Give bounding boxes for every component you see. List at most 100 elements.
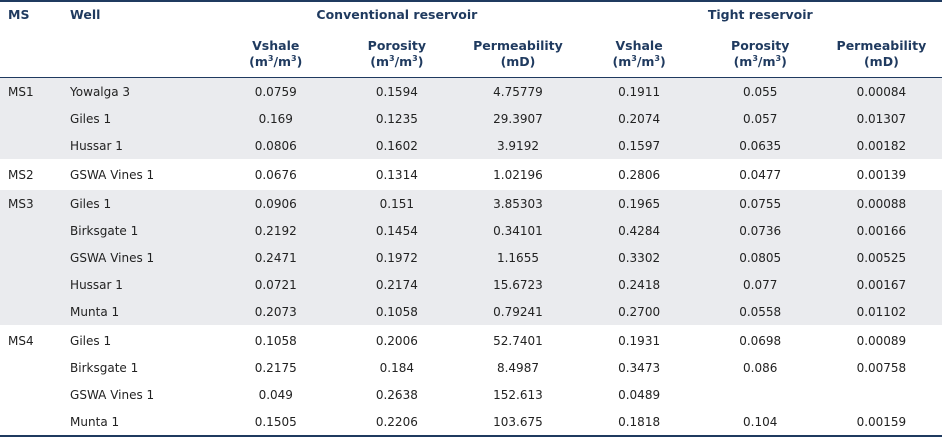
ms-cell [0,132,63,160]
header-permeability-label: Permeability [473,38,563,53]
conv-permeability-cell: 152.613 [493,387,543,402]
tight-vshale-cell: 0.4284 [578,217,700,244]
well-cell: GSWA Vines 1 [62,159,216,189]
tight-porosity-cell: 0.0755 [699,188,821,217]
tight-permeability-cell: 0.00139 [820,159,942,189]
conv-vshale-cell: 0.0906 [215,188,337,217]
tight-porosity-cell: 0.0805 [699,244,821,271]
conv-porosity-cell: 0.2006 [336,325,458,354]
well-cell: Giles 1 [62,188,216,217]
well-cell: GSWA Vines 1 [70,387,155,402]
table-header: MS Well Conventional reservoir Tight res… [0,0,942,78]
ms-cell: MS2 [0,159,63,189]
tight-permeability-cell: 0.00167 [820,271,942,298]
header-tight-porosity: Porosity (m3/m3) [699,31,821,78]
header-vshale-label: Vshale [615,38,663,53]
conv-vshale-cell: 0.2073 [215,298,337,326]
well-cell: Giles 1 [62,325,216,354]
tight-permeability-cell: 0.01102 [820,298,942,326]
tight-porosity-cell: 0.055 [699,77,821,105]
well-cell: Munta 1 [62,298,216,326]
conv-porosity-cell: 0.184 [379,360,415,375]
conv-porosity-cell: 0.151 [336,188,458,217]
tight-porosity-cell: 0.0558 [699,298,821,326]
tight-vshale-cell: 0.1911 [578,77,700,105]
conv-porosity-cell: 0.2638 [375,387,418,402]
conv-vshale-cell: 0.049 [258,387,293,402]
table-row: Giles 1 0.169 0.1235 29.3907 0.2074 0.057 0.01… [0,105,942,132]
table-row: Birksgate 1 0.2175 0.184 8.4987 0.3473 0.086 0… [0,354,942,381]
ms-cell [0,271,63,298]
group-ms2: MS2 GSWA Vines 1 0.0676 0.1314 1.02196 0.2806… [0,159,942,189]
conv-vshale-cell: 0.2175 [254,360,297,375]
tight-porosity-cell: 0.057 [699,105,821,132]
tight-vshale-cell: 0.2418 [578,271,700,298]
well-cell: Hussar 1 [62,132,216,160]
well-cell: Birksgate 1 [62,217,216,244]
conv-permeability-cell: 1.1655 [457,244,579,271]
table-row: Birksgate 1 0.2192 0.1454 0.34101 0.4284 0.07… [0,217,942,244]
table-row: MS4 Giles 1 0.1058 0.2006 52.7401 0.1931 0.069… [0,325,942,354]
conv-permeability-cell: 0.79241 [457,298,579,326]
ms-cell [0,217,63,244]
table-row: GSWA Vines 1 0.049 0.2638 152.613 0.0489 [0,381,942,408]
table-row: Munta 1 0.2073 0.1058 0.79241 0.2700 0.0558 0.… [0,298,942,326]
tight-porosity-cell: 0.104 [699,408,821,437]
header-well: Well [62,0,216,31]
header-conv-permeability: Permeability (mD) [457,31,579,78]
tight-vshale-cell: 0.3302 [578,244,700,271]
header-unit-md: (mD) [500,54,536,69]
group-ms4: MS4 Giles 1 0.1058 0.2006 52.7401 0.1931 0.069… [0,325,942,437]
conv-porosity-cell: 0.2174 [336,271,458,298]
tight-permeability-cell: 0.00525 [820,244,942,271]
conv-vshale-cell: 0.2471 [215,244,337,271]
header-conv-vshale: Vshale (m3/m3) [215,31,337,78]
well-cell: Giles 1 [62,105,216,132]
tight-vshale-cell: 0.0489 [618,387,661,402]
table-row: MS2 GSWA Vines 1 0.0676 0.1314 1.02196 0.2806… [0,159,942,189]
well-cell: Yowalga 3 [62,77,216,105]
ms-cell: MS3 [0,188,63,217]
conv-permeability-cell: 15.6723 [457,271,579,298]
conv-porosity-cell: 0.1454 [336,217,458,244]
tight-permeability-cell: 0.00758 [856,360,907,375]
ms-cell [0,408,63,437]
well-cell: GSWA Vines 1 [62,244,216,271]
conv-porosity-cell: 0.1594 [336,77,458,105]
table-row: GSWA Vines 1 0.2471 0.1972 1.1655 0.3302 0.08… [0,244,942,271]
tight-porosity-cell: 0.077 [699,271,821,298]
tight-porosity-cell: 0.0736 [699,217,821,244]
conv-vshale-cell: 0.0676 [215,159,337,189]
conv-vshale-cell: 0.2192 [215,217,337,244]
header-ms: MS [0,0,63,31]
conv-porosity-cell: 0.2206 [336,408,458,437]
tight-vshale-cell: 0.2074 [578,105,700,132]
conv-vshale-cell: 0.0806 [215,132,337,160]
conv-permeability-cell: 29.3907 [457,105,579,132]
tight-permeability-cell: 0.00089 [820,325,942,354]
tight-permeability-cell: 0.00088 [820,188,942,217]
tight-permeability-cell: 0.00166 [820,217,942,244]
tight-porosity-cell [700,381,821,408]
tight-vshale-cell: 0.1931 [578,325,700,354]
ms-cell [0,244,63,271]
ms-cell: MS4 [0,325,63,354]
conv-vshale-cell: 0.169 [215,105,337,132]
conv-permeability-cell: 3.85303 [457,188,579,217]
table-row: Hussar 1 0.0721 0.2174 15.6723 0.2418 0.077 0.… [0,271,942,298]
table-row: MS3 Giles 1 0.0906 0.151 3.85303 0.1965 0.0755… [0,188,942,217]
conv-permeability-cell: 3.9192 [457,132,579,160]
tight-permeability-cell: 0.00182 [820,132,942,160]
header-conv-porosity: Porosity (m3/m3) [336,31,458,78]
tight-permeability-cell [821,381,942,408]
conv-permeability-cell: 1.02196 [457,159,579,189]
header-unit-md: (mD) [863,54,899,69]
conv-porosity-cell: 0.1314 [336,159,458,189]
well-cell: Hussar 1 [62,271,216,298]
header-vshale-label: Vshale [252,38,300,53]
header-unit-m3m3: (m3/m3) [733,53,787,69]
group-ms1: MS1 Yowalga 3 0.0759 0.1594 4.75779 0.1911 0.0… [0,77,942,160]
tight-vshale-cell: 0.1597 [578,132,700,160]
conv-vshale-cell: 0.1505 [215,408,337,437]
tight-porosity-cell: 0.086 [743,360,778,375]
